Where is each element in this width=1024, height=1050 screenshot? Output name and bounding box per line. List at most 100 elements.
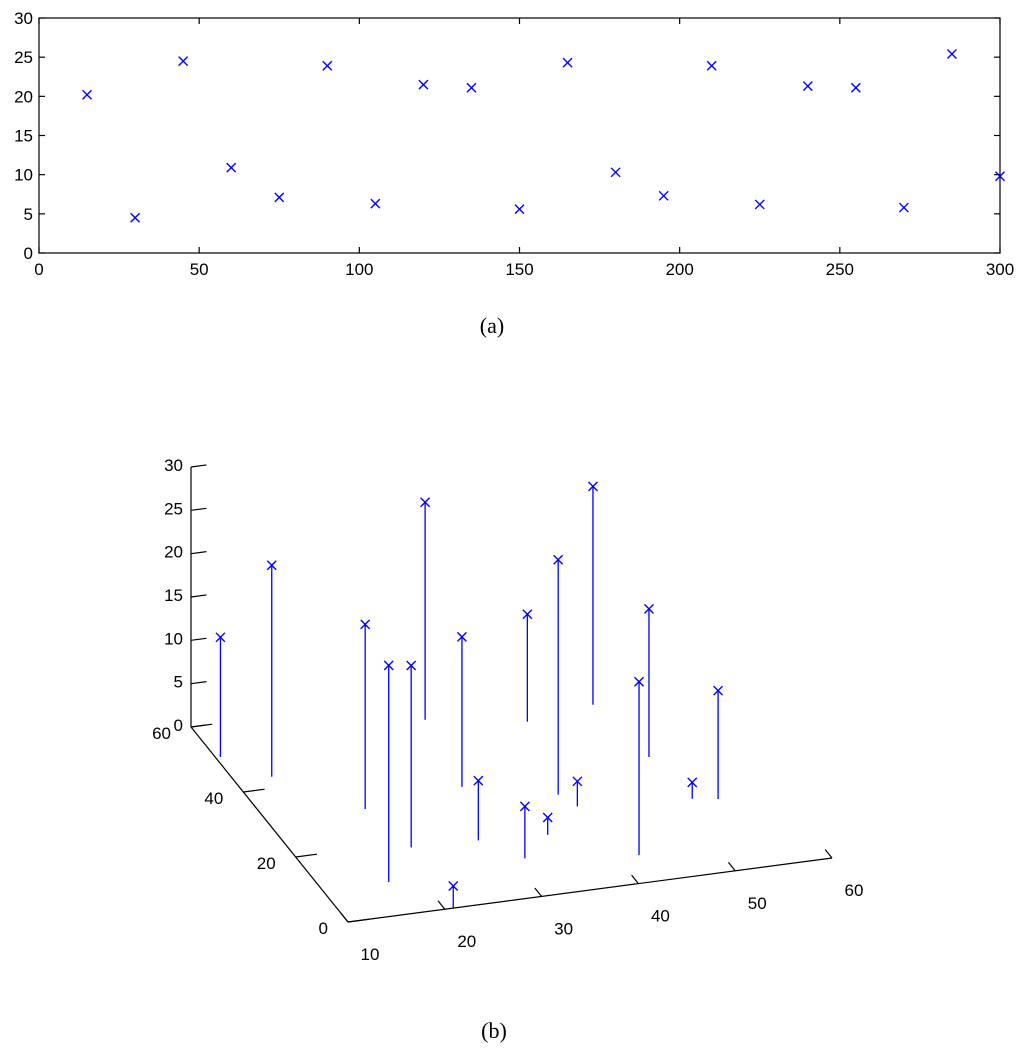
z-tick-label: 10	[164, 629, 183, 648]
data-point	[82, 89, 93, 100]
y-tick-label: 40	[204, 789, 223, 808]
x-tick-label: 100	[345, 260, 373, 279]
panel-b-axes	[190, 467, 833, 923]
x-tick	[631, 874, 639, 884]
data-point	[706, 60, 717, 71]
data-point	[456, 631, 467, 642]
z-tick	[190, 507, 207, 511]
z-tick	[190, 681, 207, 685]
data-point	[448, 881, 459, 892]
y-tick-label: 60	[152, 724, 171, 743]
y-tick-label: 0	[24, 244, 33, 263]
z-tick-label: 25	[164, 499, 183, 518]
x-tick-label: 10	[361, 945, 380, 964]
data-point	[274, 192, 285, 203]
x-axis-line	[347, 857, 833, 923]
panel-a-plot-frame	[38, 17, 1001, 254]
z-tick-label: 30	[164, 456, 183, 475]
y-tick-label: 20	[14, 87, 33, 106]
z-tick-label: 20	[164, 543, 183, 562]
z-tick-label: 5	[174, 673, 183, 692]
data-point	[360, 619, 371, 630]
panel-a-points	[82, 49, 1005, 223]
x-tick-label: 0	[34, 260, 43, 279]
y-tick-label: 10	[14, 166, 33, 185]
data-point	[898, 202, 909, 213]
data-point	[610, 167, 621, 178]
data-point	[226, 162, 237, 173]
panel-b-points	[215, 481, 724, 892]
y-tick	[243, 788, 265, 793]
z-tick	[190, 594, 207, 598]
data-point	[130, 212, 141, 223]
y-tick-label: 30	[14, 9, 33, 28]
y-tick-label: 15	[14, 127, 33, 146]
panel-b-stems	[219, 486, 719, 908]
x-tick	[437, 900, 446, 910]
y-tick-label: 25	[14, 48, 33, 67]
x-tick-label: 150	[505, 260, 533, 279]
z-tick	[190, 637, 207, 641]
z-tick-label: 15	[164, 586, 183, 605]
data-point	[850, 82, 861, 93]
data-point	[643, 603, 654, 614]
data-point	[562, 57, 573, 68]
data-point	[995, 171, 1005, 182]
z-tick	[190, 464, 207, 468]
x-tick-label: 300	[986, 260, 1014, 279]
panel-a-scatter: 0 50 100 150 200 250 300 0 5 10 15 20 25 30 (a)	[14, 9, 1014, 338]
data-point	[466, 82, 477, 93]
data-point	[553, 554, 564, 565]
data-point	[406, 660, 417, 671]
y-axis-line	[190, 726, 349, 923]
data-point	[946, 49, 957, 60]
data-point	[542, 812, 553, 823]
data-point	[522, 609, 533, 620]
data-point	[178, 56, 189, 67]
x-tick-label: 40	[651, 907, 670, 926]
x-tick	[824, 849, 833, 859]
data-point	[266, 560, 277, 571]
data-point	[587, 481, 598, 492]
panel-a-tick-labels: 0 50 100 150 200 250 300 0 5 10 15 20 25 30	[14, 9, 1014, 279]
data-point	[383, 660, 394, 671]
x-tick-label: 50	[748, 894, 767, 913]
data-point	[420, 497, 431, 508]
data-point	[572, 776, 583, 787]
x-tick	[340, 913, 349, 923]
z-tick	[190, 551, 207, 555]
z-tick-label: 0	[174, 716, 183, 735]
data-point	[687, 777, 698, 788]
data-point	[514, 204, 525, 215]
y-tick	[295, 853, 318, 858]
data-point	[754, 199, 765, 210]
data-point	[418, 79, 429, 90]
y-tick-label: 5	[24, 205, 33, 224]
y-tick-label: 20	[257, 854, 276, 873]
z-tick	[190, 724, 207, 728]
y-tick	[347, 918, 370, 923]
x-tick-label: 60	[845, 881, 864, 900]
data-point	[802, 81, 813, 92]
x-tick-label: 30	[554, 919, 573, 938]
x-tick-label: 50	[190, 260, 209, 279]
panel-a-caption: (a)	[480, 313, 504, 338]
data-point	[215, 632, 226, 643]
panel-b-ticks	[190, 464, 833, 923]
data-point	[322, 60, 333, 71]
x-tick-label: 250	[826, 260, 854, 279]
panel-a-ticks	[38, 17, 1001, 254]
data-point	[658, 190, 669, 201]
x-tick-label: 20	[457, 932, 476, 951]
data-point	[713, 685, 724, 696]
y-tick-label: 0	[319, 919, 328, 938]
x-tick-label: 200	[665, 260, 693, 279]
data-point	[634, 676, 645, 687]
data-point	[370, 198, 381, 209]
panel-b-caption: (b)	[481, 1018, 507, 1043]
x-tick	[727, 861, 736, 872]
